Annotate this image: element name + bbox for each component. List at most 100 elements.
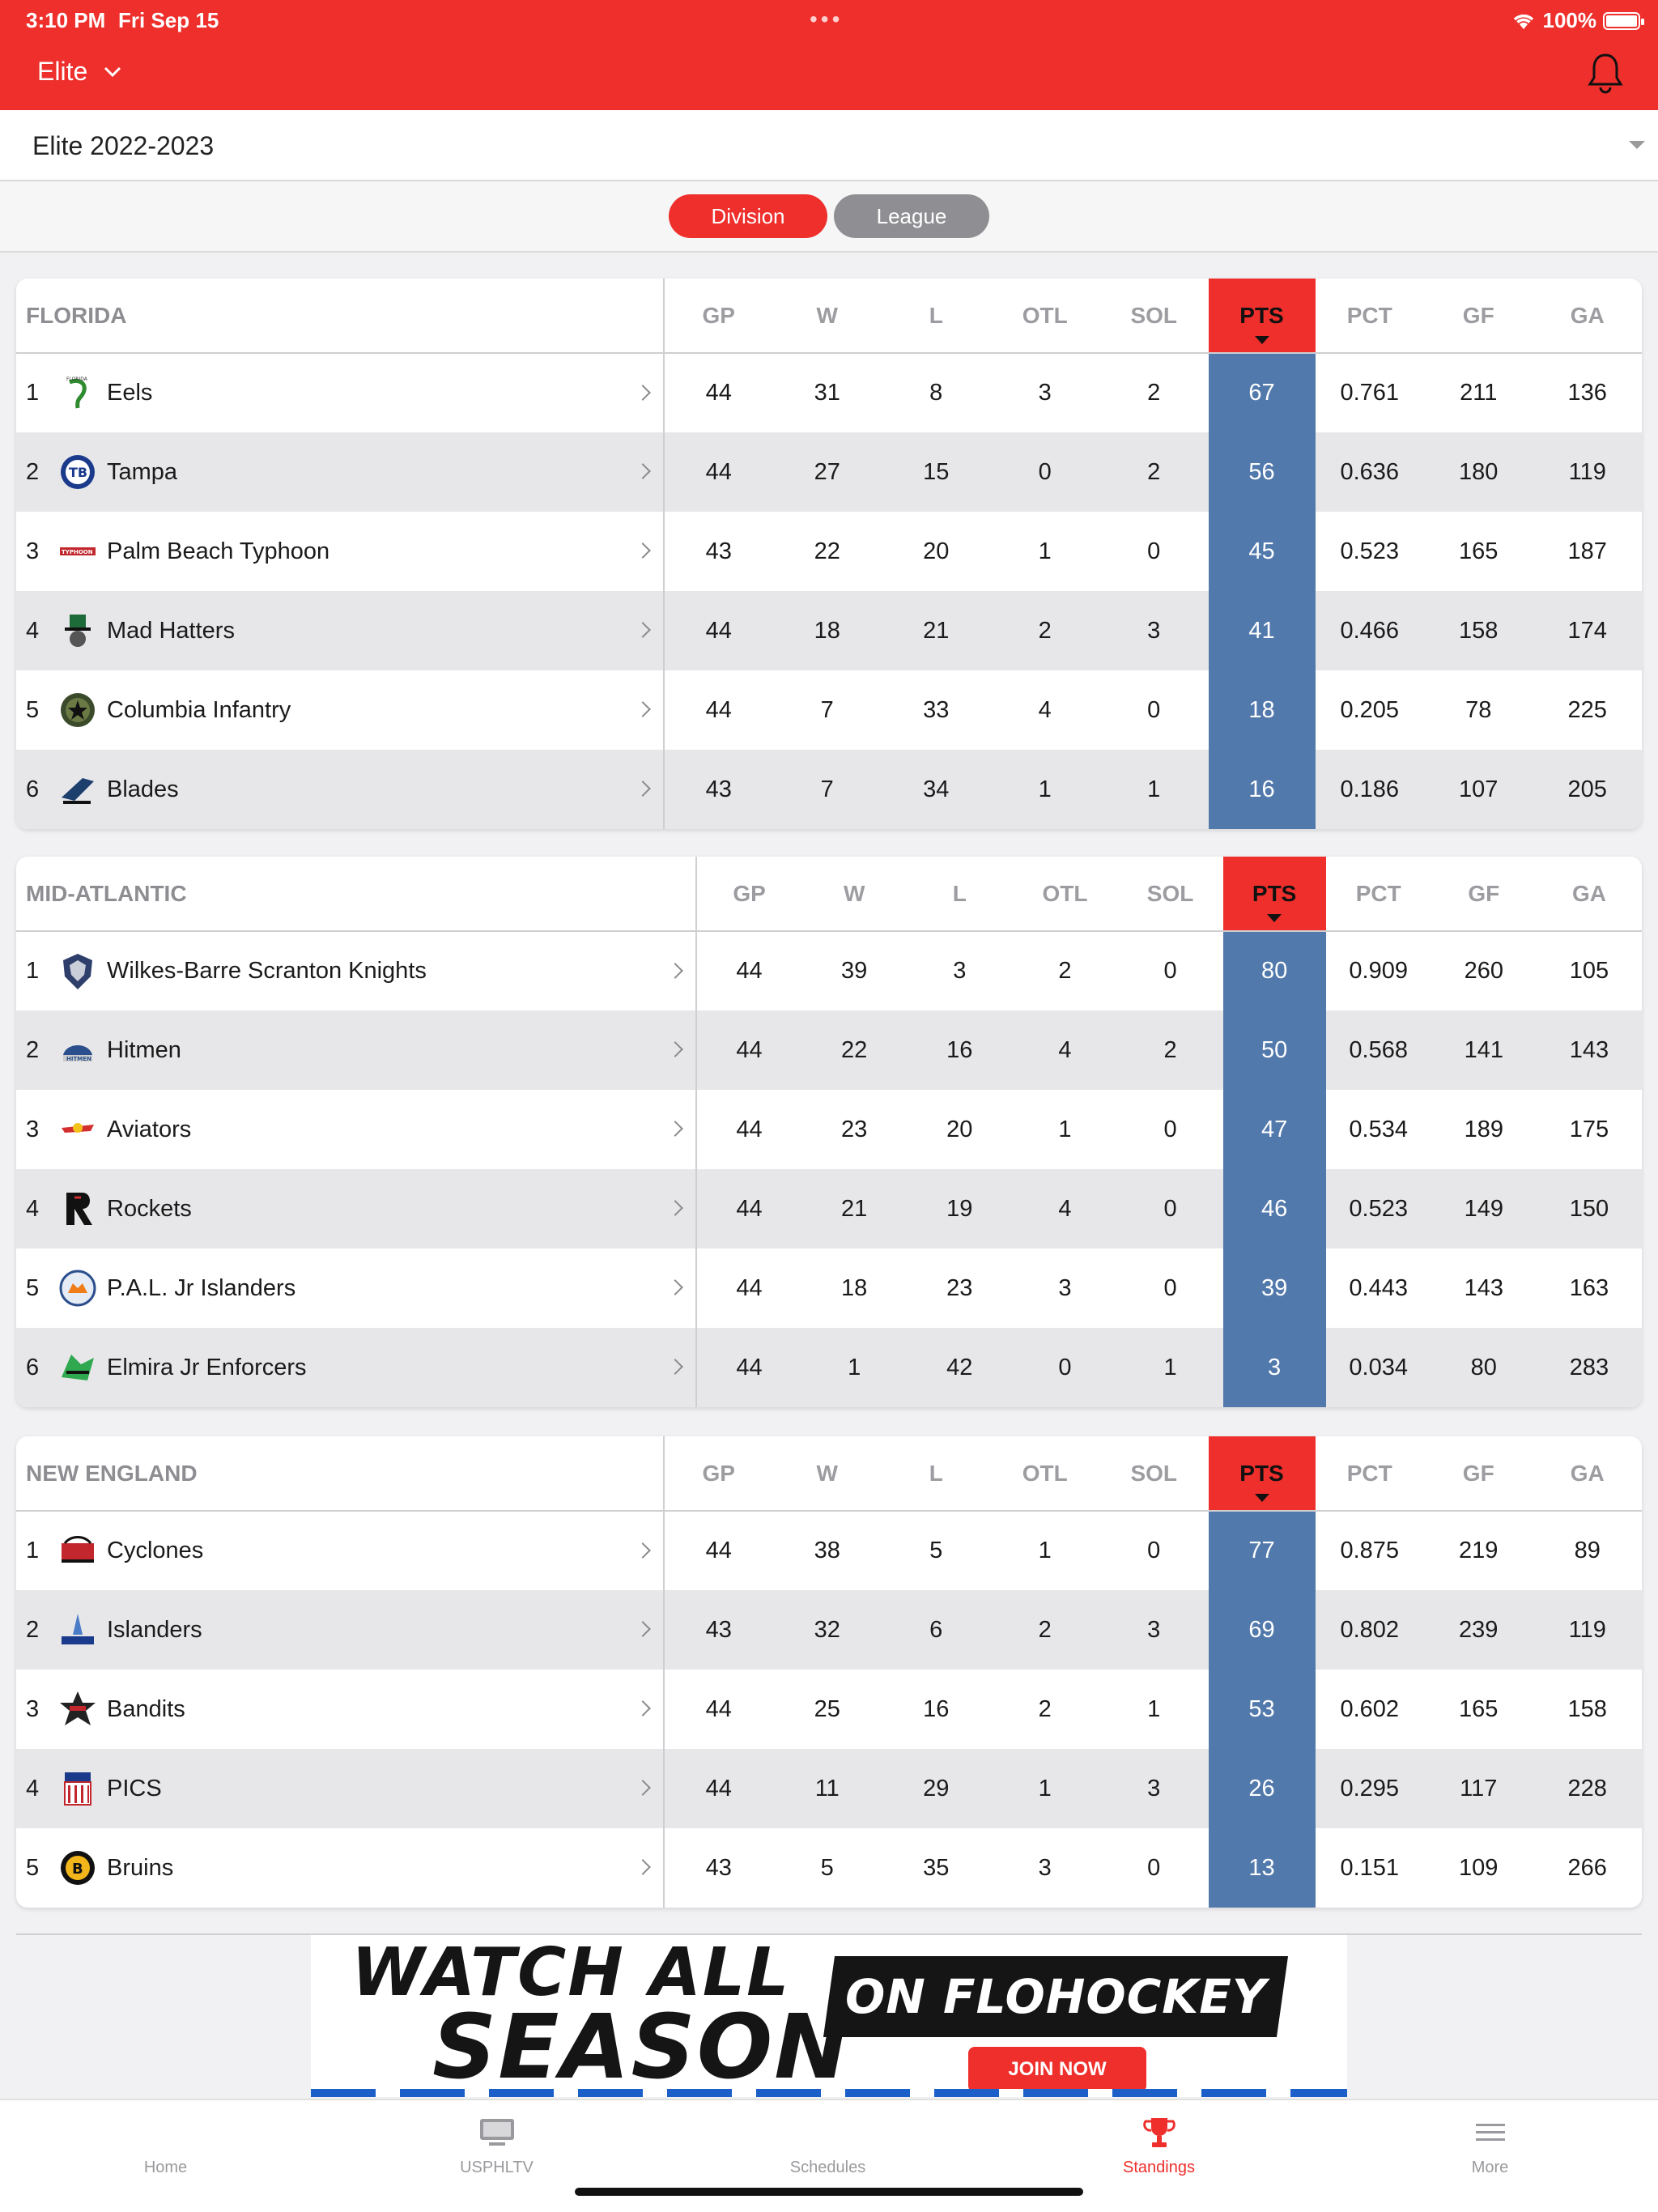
stat-w: 21	[801, 1169, 908, 1249]
team-cell[interactable]: 3 Aviators	[16, 1090, 697, 1169]
team-cell[interactable]: 4 PICS	[16, 1749, 665, 1828]
team-name: Bruins	[107, 1854, 174, 1881]
table-row[interactable]: 6 Blades 43 7 34 1 1 16 0.186 107 205	[16, 750, 1642, 829]
table-row[interactable]: 4 Rockets 44 21 19 4 0 46 0.523 149 150	[16, 1169, 1642, 1249]
tab-more[interactable]: More	[1324, 2115, 1656, 2188]
column-header-gf[interactable]: GF	[1431, 857, 1537, 932]
league-toggle-button[interactable]: League	[834, 194, 989, 238]
tab-schedules[interactable]: Schedules	[662, 2115, 993, 2188]
chevron-right-icon	[635, 781, 651, 797]
team-cell[interactable]: 3 Bandits	[16, 1670, 665, 1749]
bell-icon[interactable]	[1587, 52, 1624, 94]
team-cell[interactable]: 2 HITMEN Hitmen	[16, 1010, 697, 1090]
stat-ga: 158	[1567, 1695, 1607, 1722]
column-header-pts[interactable]: PTS	[1208, 1436, 1316, 1512]
division-toggle-button[interactable]: Division	[669, 194, 827, 238]
team-cell[interactable]: 1 Cyclones	[16, 1511, 665, 1590]
tab-home[interactable]: Home	[0, 2115, 331, 2188]
column-header-gf[interactable]: GF	[1424, 279, 1533, 354]
column-header-l[interactable]: L	[882, 1436, 991, 1512]
team-cell[interactable]: 5 B Bruins	[16, 1828, 665, 1908]
stat-l: 23	[946, 1274, 973, 1301]
column-header-pct[interactable]: PCT	[1325, 857, 1431, 932]
stat-ga: 105	[1569, 958, 1609, 984]
chevron-right-icon	[667, 1359, 683, 1375]
table-row[interactable]: 5 Columbia Infantry 44 7 33 4 0 18 0.205 78 225	[16, 670, 1642, 750]
table-row[interactable]: 1 Cyclones 44 38 5 1 0 77 0.875 219 89	[16, 1511, 1642, 1590]
column-header-sol[interactable]: SOL	[1117, 857, 1223, 932]
table-row[interactable]: 4 Mad Hatters 44 18 21 2 3 41 0.466 158 174	[16, 591, 1642, 670]
ad-join-button[interactable]: JOIN NOW	[968, 2047, 1146, 2092]
column-header-w[interactable]: W	[772, 1436, 882, 1512]
stat-gf: 239	[1424, 1590, 1533, 1670]
stat-ga: 119	[1533, 1590, 1642, 1670]
stat-gf: 165	[1459, 1695, 1499, 1722]
table-row[interactable]: 3 TYPHOON Palm Beach Typhoon 43 22 20 1 0 45 0.52…	[16, 512, 1642, 591]
team-cell[interactable]: 6 Elmira Jr Enforcers	[16, 1328, 697, 1407]
column-header-w[interactable]: W	[772, 279, 882, 354]
multitasking-dots-icon[interactable]: •••	[810, 6, 844, 32]
team-cell[interactable]: 4 Mad Hatters	[16, 591, 665, 670]
column-header-gp[interactable]: GP	[664, 1436, 773, 1512]
column-header-l[interactable]: L	[907, 857, 1013, 932]
column-header-pts[interactable]: PTS	[1222, 857, 1326, 932]
table-row[interactable]: 5 B Bruins 43 5 35 3 0 13 0.151 109 266	[16, 1828, 1642, 1908]
column-header-l[interactable]: L	[882, 279, 991, 354]
stat-ga: 225	[1567, 696, 1607, 723]
column-header-otl[interactable]: OTL	[1012, 857, 1118, 932]
season-selector[interactable]: Elite 2022-2023	[0, 110, 1658, 181]
column-header-ga[interactable]: GA	[1536, 857, 1642, 932]
stat-sol: 2	[1147, 380, 1161, 406]
column-header-gf[interactable]: GF	[1424, 1436, 1533, 1512]
table-row[interactable]: 6 Elmira Jr Enforcers 44 1 42 0 1 3 0.034 80 283	[16, 1328, 1642, 1407]
column-header-ga[interactable]: GA	[1533, 279, 1642, 354]
column-header-pts[interactable]: PTS	[1208, 279, 1316, 354]
division-name: NEW ENGLAND	[16, 1436, 665, 1512]
column-header-otl[interactable]: OTL	[990, 279, 1099, 354]
team-cell[interactable]: 6 Blades	[16, 750, 665, 829]
division-table-florida: FLORIDA GP W L OTL SOL PTS PCT GF GA 1 FL…	[16, 279, 1642, 829]
team-cell[interactable]: 2 Islanders	[16, 1590, 665, 1670]
team-cell[interactable]: 5 P.A.L. Jr Islanders	[16, 1249, 697, 1328]
stat-pts: 46	[1222, 1169, 1326, 1249]
column-header-pct[interactable]: PCT	[1315, 1436, 1424, 1512]
team-cell[interactable]: 4 Rockets	[16, 1169, 697, 1249]
team-cell[interactable]: 5 Columbia Infantry	[16, 670, 665, 750]
tab-usphltv[interactable]: USPHLTV	[331, 2115, 662, 2188]
table-row[interactable]: 1 Wilkes-Barre Scranton Knights 44 39 3 2 0 80 0…	[16, 931, 1642, 1010]
tab-standings[interactable]: Standings	[993, 2115, 1324, 2188]
team-cell[interactable]: 3 TYPHOON Palm Beach Typhoon	[16, 512, 665, 591]
team-cell[interactable]: 1 FLORIDA Eels	[16, 353, 665, 432]
ad-brand-text: ON FLOHOCKEY	[844, 1969, 1267, 2024]
stat-pts: 69	[1208, 1590, 1316, 1670]
ad-banner[interactable]: WATCH ALL SEASON ON FLOHOCKEY JOIN NOW	[311, 1935, 1347, 2097]
column-header-ga[interactable]: GA	[1533, 1436, 1642, 1512]
table-row[interactable]: 4 PICS 44 11 29 1 3 26 0.295 117 228	[16, 1749, 1642, 1828]
table-row[interactable]: 5 P.A.L. Jr Islanders 44 18 23 3 0 39 0.443 143 16…	[16, 1249, 1642, 1328]
column-header-w[interactable]: W	[801, 857, 908, 932]
team-cell[interactable]: 2 TB Tampa	[16, 432, 665, 512]
stat-pts: 67	[1208, 353, 1316, 432]
team-cell[interactable]: 1 Wilkes-Barre Scranton Knights	[16, 931, 697, 1010]
table-row[interactable]: 2 HITMEN Hitmen 44 22 16 4 2 50 0.568 141 143	[16, 1010, 1642, 1090]
stat-gf: 158	[1424, 591, 1533, 670]
league-selector[interactable]: Elite	[37, 57, 121, 87]
table-row[interactable]: 3 Aviators 44 23 20 1 0 47 0.534 189 175	[16, 1090, 1642, 1169]
column-header-pct[interactable]: PCT	[1315, 279, 1424, 354]
table-row[interactable]: 2 TB Tampa 44 27 15 0 2 56 0.636 180 119	[16, 432, 1642, 512]
column-header-otl[interactable]: OTL	[990, 1436, 1099, 1512]
stat-gf: 117	[1424, 1749, 1533, 1828]
home-indicator[interactable]	[575, 2188, 1083, 2196]
stat-pct: 0.151	[1340, 1854, 1400, 1881]
stat-sol: 1	[1099, 750, 1209, 829]
stat-l: 20	[923, 538, 950, 564]
table-row[interactable]: 3 Bandits 44 25 16 2 1 53 0.602 165 158	[16, 1670, 1642, 1749]
column-header-gp[interactable]: GP	[664, 279, 773, 354]
table-row[interactable]: 1 FLORIDA Eels 44 31 8 3 2 67 0.761 211 136	[16, 353, 1642, 432]
stat-pts: 13	[1208, 1828, 1316, 1908]
stat-l: 16	[907, 1010, 1013, 1090]
column-header-gp[interactable]: GP	[696, 857, 802, 932]
column-header-sol[interactable]: SOL	[1099, 279, 1209, 354]
table-row[interactable]: 2 Islanders 43 32 6 2 3 69 0.802 239 119	[16, 1590, 1642, 1670]
column-header-sol[interactable]: SOL	[1099, 1436, 1209, 1512]
